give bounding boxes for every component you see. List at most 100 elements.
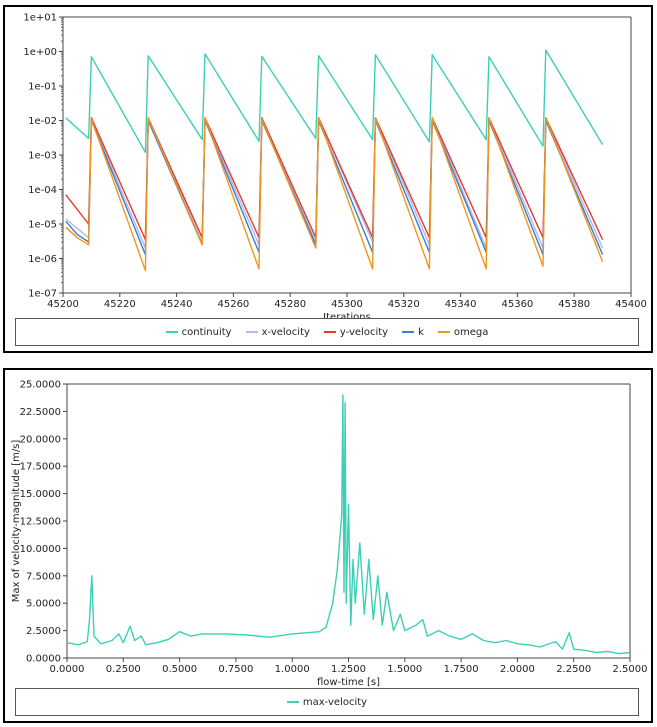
data-point-max-velocity <box>93 635 95 637</box>
data-point-max-velocity <box>568 632 570 634</box>
data-point-continuity <box>91 56 93 58</box>
x-tick-label: 1.7500 <box>444 664 479 675</box>
data-point-max-velocity <box>517 643 519 645</box>
data-point-omega <box>318 117 320 119</box>
residuals-legend: continuity x-velocity y-velocity k omega <box>15 318 639 346</box>
x-tick-label: 1.5000 <box>387 664 422 675</box>
data-point-max-velocity <box>269 636 271 638</box>
x-tick-label: 1.0000 <box>275 664 310 675</box>
y-tick-label: 22.5000 <box>20 407 61 418</box>
data-point-omega <box>375 117 377 119</box>
series-line-omega <box>65 117 604 272</box>
data-point-max-velocity <box>123 642 125 644</box>
data-point-max-velocity <box>156 642 158 644</box>
data-point-max-velocity <box>382 624 384 626</box>
legend-label: y-velocity <box>339 326 389 338</box>
data-point-max-velocity <box>505 640 507 642</box>
y-tick-label: 1e-06 <box>28 254 57 265</box>
y-tick-label: 1e-02 <box>28 116 57 127</box>
y-tick-label: 0.0000 <box>26 654 61 665</box>
data-point-max-velocity <box>373 619 375 621</box>
data-point-max-velocity <box>66 642 68 644</box>
data-point-max-velocity <box>494 642 496 644</box>
data-point-max-velocity <box>291 633 293 635</box>
legend-label: omega <box>453 326 489 338</box>
data-point-max-velocity <box>344 402 346 404</box>
data-point-max-velocity <box>342 394 344 396</box>
data-point-omega <box>429 268 431 270</box>
data-point-continuity <box>315 138 317 140</box>
legend-label: k <box>418 326 424 338</box>
data-point-max-velocity <box>325 627 327 629</box>
data-point-max-velocity <box>100 643 102 645</box>
data-point-max-velocity <box>168 639 170 641</box>
y-tick-label: 25.0000 <box>20 380 61 391</box>
data-point-max-velocity <box>386 591 388 593</box>
x-tick-label: 45200 <box>47 299 79 310</box>
data-point-omega <box>431 117 433 119</box>
data-point-max-velocity <box>118 633 120 635</box>
legend-item-x-velocity: x-velocity <box>245 327 310 338</box>
data-point-max-velocity <box>377 575 379 577</box>
data-point-max-velocity <box>483 640 485 642</box>
x-tick-label: 45380 <box>558 299 590 310</box>
data-point-max-velocity <box>562 648 564 650</box>
data-point-omega <box>204 117 206 119</box>
x-tick-label: 45280 <box>274 299 306 310</box>
data-point-max-velocity <box>359 542 361 544</box>
data-point-max-velocity <box>595 652 597 654</box>
data-point-k <box>602 254 604 256</box>
velocity-legend: max-velocity <box>15 688 639 716</box>
data-point-continuity <box>318 55 320 57</box>
data-point-max-velocity <box>355 602 357 604</box>
data-point-continuity <box>545 49 547 51</box>
y-tick-label: 10.0000 <box>20 544 61 555</box>
data-point-max-velocity <box>364 613 366 615</box>
y-tick-label: 1e-01 <box>28 82 57 93</box>
x-tick-label: 1.2500 <box>331 664 366 675</box>
data-point-max-velocity <box>246 634 248 636</box>
data-point-k <box>65 221 67 223</box>
data-point-max-velocity <box>348 504 350 506</box>
legend-swatch <box>437 331 450 333</box>
legend-swatch <box>323 331 336 333</box>
y-axis-label: Max of velocity-magnitude [m/s] <box>11 440 22 603</box>
data-point-x-velocity <box>602 247 604 249</box>
data-point-omega <box>315 247 317 249</box>
series-line-continuity <box>65 49 604 154</box>
legend-item-continuity: continuity <box>165 326 232 338</box>
y-tick-label: 1e-07 <box>28 289 57 300</box>
data-point-max-velocity <box>345 602 347 604</box>
data-point-omega <box>76 237 78 239</box>
data-point-omega <box>201 244 203 246</box>
data-point-max-velocity <box>618 653 620 655</box>
data-point-omega <box>488 117 490 119</box>
legend-swatch <box>165 331 178 333</box>
data-point-continuity <box>204 53 206 55</box>
data-point-max-velocity <box>87 641 89 643</box>
velocity-chart-panel: 0.0000 0.2500 0.5000 0.7500 1.0000 1.2500 1.50… <box>3 368 653 723</box>
x-tick-label: 45400 <box>615 299 647 310</box>
data-point-continuity <box>488 56 490 58</box>
data-point-continuity <box>375 54 377 56</box>
data-point-max-velocity <box>528 644 530 646</box>
data-point-continuity <box>261 56 263 58</box>
data-point-omega <box>542 265 544 267</box>
y-tick-label: 20.0000 <box>20 434 61 445</box>
data-point-continuity <box>372 139 374 141</box>
y-tick-label: 1e+01 <box>23 13 57 24</box>
data-point-max-velocity <box>141 635 143 637</box>
x-tick-label: 45240 <box>161 299 193 310</box>
data-point-continuity <box>602 144 604 146</box>
data-point-max-velocity <box>422 619 424 621</box>
data-point-max-velocity <box>555 641 557 643</box>
data-point-continuity <box>542 145 544 147</box>
data-point-max-velocity <box>111 640 113 642</box>
data-point-max-velocity <box>201 633 203 635</box>
x-tick-label: 45300 <box>331 299 363 310</box>
data-point-max-velocity <box>438 630 440 632</box>
legend-label: continuity <box>181 326 232 338</box>
data-point-max-velocity <box>336 570 338 572</box>
x-tick-label: 0.5000 <box>162 664 197 675</box>
data-point-max-velocity <box>539 646 541 648</box>
